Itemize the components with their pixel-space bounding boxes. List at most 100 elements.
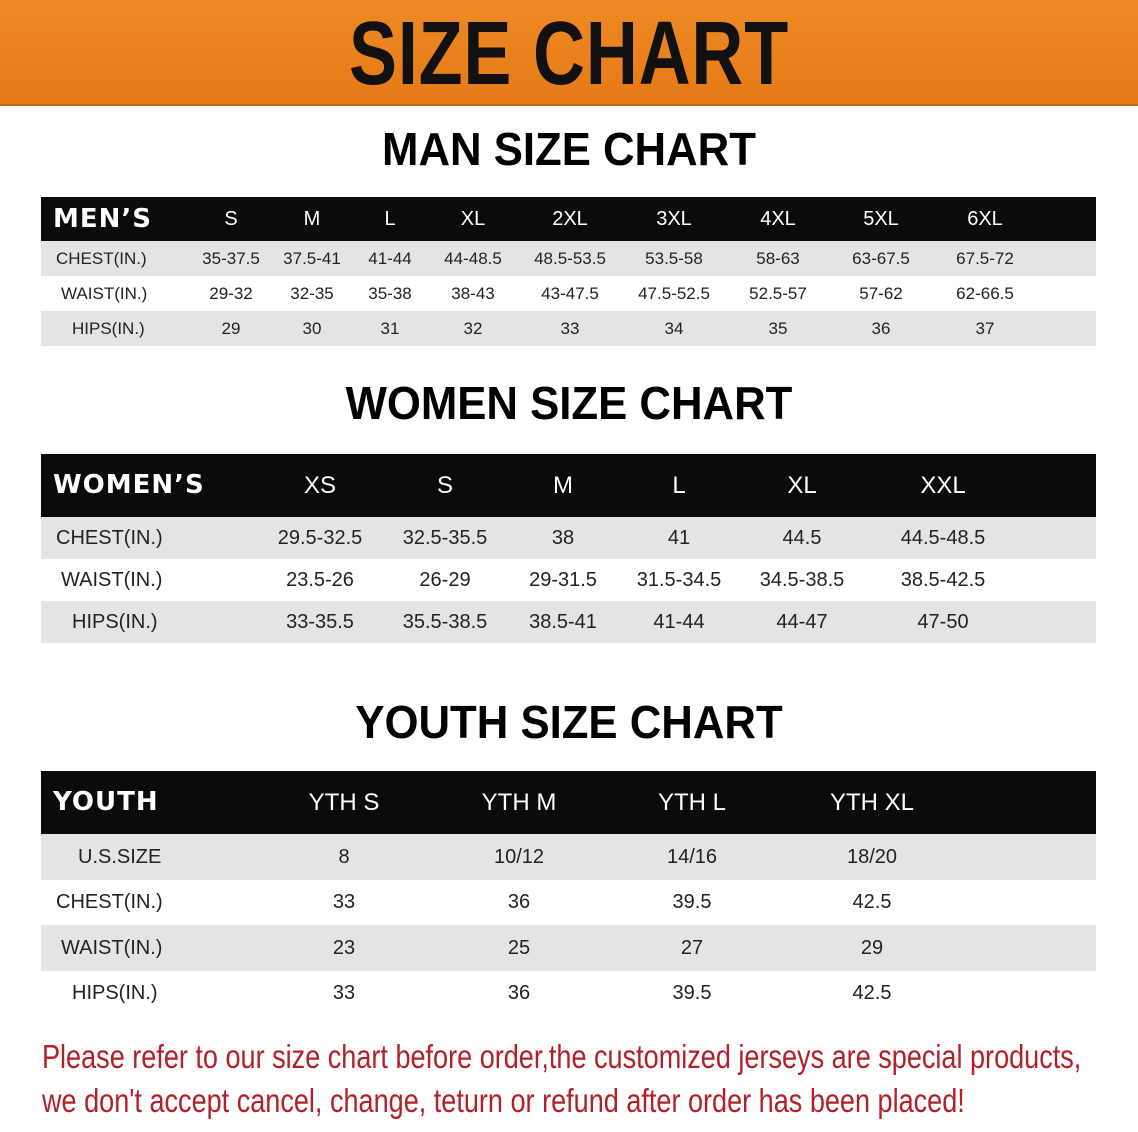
row-label: HIPS(IN.)	[72, 319, 145, 338]
table-cell: 35-38	[368, 284, 412, 303]
table-cell: 23	[332, 937, 356, 959]
table-cell: 34.5-38.5	[759, 569, 845, 591]
table-row: CHEST(IN.) 29.5-32.5 32.5-35.5 38 41 44.5 44.5…	[41, 517, 1096, 559]
table-cell: 35	[768, 319, 788, 338]
women-table-header: WOMEN’S XS S M L XL XXL	[41, 454, 1096, 517]
table-cell: 39.5	[672, 891, 712, 913]
table-cell: 34	[664, 319, 684, 338]
table-cell: 36	[871, 319, 891, 338]
table-cell: 32.5-35.5	[402, 527, 488, 549]
table-cell: 35-37.5	[202, 249, 260, 268]
size-header-cell: XXL	[920, 472, 966, 499]
table-cell: 62-66.5	[956, 284, 1014, 303]
table-cell: 57-62	[859, 284, 903, 303]
table-row: WAIST(IN.) 23.5-26 26-29 29-31.5 31.5-34.5 34…	[41, 559, 1096, 601]
row-label: WAIST(IN.)	[61, 569, 163, 591]
table-cell: 43-47.5	[541, 284, 599, 303]
row-label: HIPS(IN.)	[72, 611, 158, 633]
table-cell: 8	[338, 846, 350, 868]
table-cell: 38.5-42.5	[900, 569, 986, 591]
men-section-title: MAN SIZE CHART	[382, 123, 756, 175]
table-cell: 33-35.5	[286, 611, 354, 633]
table-cell: 27	[680, 937, 704, 959]
row-label: WAIST(IN.)	[61, 937, 163, 959]
table-cell: 29-31.5	[529, 569, 597, 591]
table-cell: 37.5-41	[283, 249, 341, 268]
size-header-cell: 2XL	[552, 208, 588, 230]
size-header-cell: L	[672, 472, 686, 499]
table-cell: 53.5-58	[645, 249, 703, 268]
size-header-cell: S	[224, 208, 238, 230]
size-header-cell: 6XL	[967, 208, 1003, 230]
table-cell: 32-35	[290, 284, 334, 303]
table-cell: 10/12	[493, 846, 545, 868]
row-label: CHEST(IN.)	[56, 249, 147, 268]
table-cell: 30	[302, 319, 322, 338]
size-header-cell: 4XL	[760, 208, 796, 230]
size-header-cell: YTH M	[481, 789, 557, 816]
table-cell: 48.5-53.5	[534, 249, 606, 268]
table-row: WAIST(IN.) 29-32 32-35 35-38 38-43 43-47.5 47.…	[41, 276, 1096, 311]
table-cell: 41-44	[653, 611, 705, 633]
women-size-table: WOMEN’S XS S M L XL XXL CHEST(IN.) 29.5-32.5 32.5…	[41, 454, 1096, 643]
size-header-cell: L	[384, 208, 396, 230]
size-header-cell: YTH L	[657, 789, 727, 816]
row-label: CHEST(IN.)	[56, 891, 163, 913]
banner: SIZE CHART	[0, 0, 1138, 106]
table-row: HIPS(IN.) 33 36 39.5 42.5	[41, 971, 1096, 1016]
women-section-title: WOMEN SIZE CHART	[345, 377, 793, 429]
size-header-cell: YTH XL	[829, 789, 915, 816]
youth-table-header: YOUTH YTH S YTH M YTH L YTH XL	[41, 771, 1096, 834]
table-cell: 14/16	[666, 846, 718, 868]
table-cell: 33	[332, 982, 356, 1004]
table-row: CHEST(IN.) 35-37.5 37.5-41 41-44 44-48.5 48.5…	[41, 241, 1096, 276]
men-table-header: MEN’S S M L XL 2XL 3XL 4XL 5XL 6XL	[41, 197, 1096, 241]
table-cell: 29-32	[209, 284, 253, 303]
table-cell: 29	[860, 937, 884, 959]
youth-section-title: YOUTH SIZE CHART	[355, 696, 783, 748]
table-cell: 63-67.5	[852, 249, 910, 268]
table-cell: 38.5-41	[529, 611, 597, 633]
size-header-cell: M	[303, 208, 321, 230]
policy-note-line-2: we don't accept cancel, change, teturn o…	[42, 1082, 965, 1119]
table-cell: 23.5-26	[286, 569, 354, 591]
table-cell: 36	[507, 891, 531, 913]
table-cell: 29	[221, 319, 241, 338]
table-cell: 42.5	[852, 982, 892, 1004]
youth-size-table: YOUTH YTH S YTH M YTH L YTH XL U.S.SIZE 8 10/12…	[41, 771, 1096, 1016]
row-label: U.S.SIZE	[78, 846, 162, 868]
table-cell: 41	[667, 527, 691, 549]
table-row: HIPS(IN.) 33-35.5 35.5-38.5 38.5-41 41-44 44-…	[41, 601, 1096, 643]
table-cell: 35.5-38.5	[402, 611, 488, 633]
size-header-cell: YTH S	[308, 789, 380, 816]
table-cell: 52.5-57	[749, 284, 807, 303]
header-label: MEN’S	[53, 204, 152, 234]
size-header-cell: XS	[303, 472, 337, 499]
size-header-cell: S	[436, 472, 454, 499]
row-label: HIPS(IN.)	[72, 982, 158, 1004]
table-row: U.S.SIZE 8 10/12 14/16 18/20	[41, 834, 1096, 880]
table-cell: 58-63	[756, 249, 800, 268]
table-cell: 44-47	[776, 611, 828, 633]
table-cell: 32	[463, 319, 483, 338]
table-cell: 42.5	[852, 891, 892, 913]
row-label: CHEST(IN.)	[56, 527, 163, 549]
row-label: WAIST(IN.)	[61, 284, 148, 303]
table-cell: 37	[975, 319, 995, 338]
table-cell: 38-43	[451, 284, 495, 303]
table-cell: 33	[332, 891, 356, 913]
table-row: WAIST(IN.) 23 25 27 29	[41, 925, 1096, 971]
table-cell: 67.5-72	[956, 249, 1014, 268]
size-header-cell: 5XL	[863, 208, 899, 230]
policy-note-line-1: Please refer to our size chart before or…	[42, 1038, 1082, 1075]
header-label: YOUTH	[53, 787, 159, 817]
table-cell: 33	[560, 319, 580, 338]
table-cell: 31.5-34.5	[636, 569, 722, 591]
table-cell: 44-48.5	[444, 249, 502, 268]
size-header-cell: M	[553, 472, 573, 499]
table-cell: 36	[507, 982, 531, 1004]
men-size-table: MEN’S S M L XL 2XL 3XL 4XL 5XL 6XL CHEST(IN.) 35-37…	[41, 197, 1096, 346]
table-row: CHEST(IN.) 33 36 39.5 42.5	[41, 880, 1096, 925]
table-cell: 29.5-32.5	[277, 527, 363, 549]
table-cell: 41-44	[368, 249, 412, 268]
